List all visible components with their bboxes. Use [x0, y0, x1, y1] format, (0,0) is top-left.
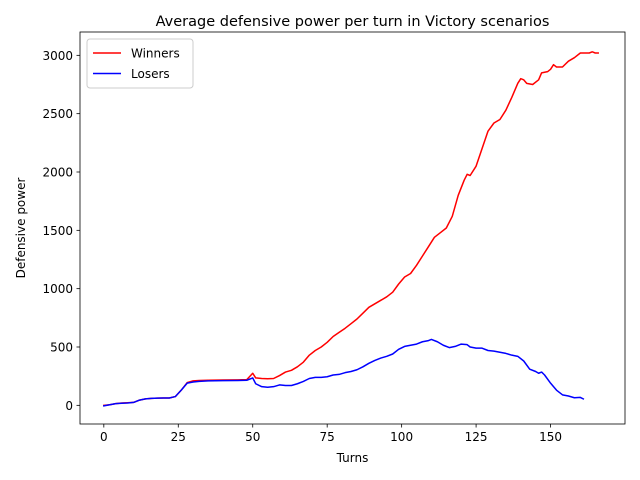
- y-axis: 0 500 1000 1500 2000 2500 3000: [42, 49, 80, 413]
- plot-area: [102, 51, 599, 407]
- chart-title: Average defensive power per turn in Vict…: [156, 14, 550, 30]
- y-tick-label: 2500: [42, 107, 73, 121]
- x-tick-label: 150: [539, 430, 562, 444]
- x-tick-label: 75: [320, 430, 335, 444]
- plot-frame: [79, 31, 626, 425]
- legend: Winners Losers: [86, 38, 194, 89]
- y-tick-label: 0: [65, 399, 73, 413]
- series-line-winners: [103, 51, 599, 407]
- y-tick-label: 1500: [42, 224, 73, 238]
- series-line-losers: [102, 338, 585, 407]
- x-tick-label: 0: [100, 430, 108, 444]
- legend-label-winners: Winners: [131, 47, 180, 61]
- x-tick-label: 100: [390, 430, 413, 444]
- y-tick-label: 1000: [42, 282, 73, 296]
- x-axis: 0 25 50 75 100 125 150: [100, 424, 562, 444]
- y-tick-label: 2000: [42, 166, 73, 180]
- x-axis-title: Turns: [336, 451, 369, 465]
- legend-box: [86, 38, 194, 89]
- x-tick-label: 125: [465, 430, 488, 444]
- y-tick-label: 500: [50, 341, 73, 355]
- y-tick-label: 3000: [42, 49, 73, 63]
- legend-label-losers: Losers: [131, 67, 170, 81]
- y-axis-title: Defensive power: [14, 178, 28, 279]
- x-tick-label: 50: [245, 430, 260, 444]
- x-tick-label: 25: [171, 430, 186, 444]
